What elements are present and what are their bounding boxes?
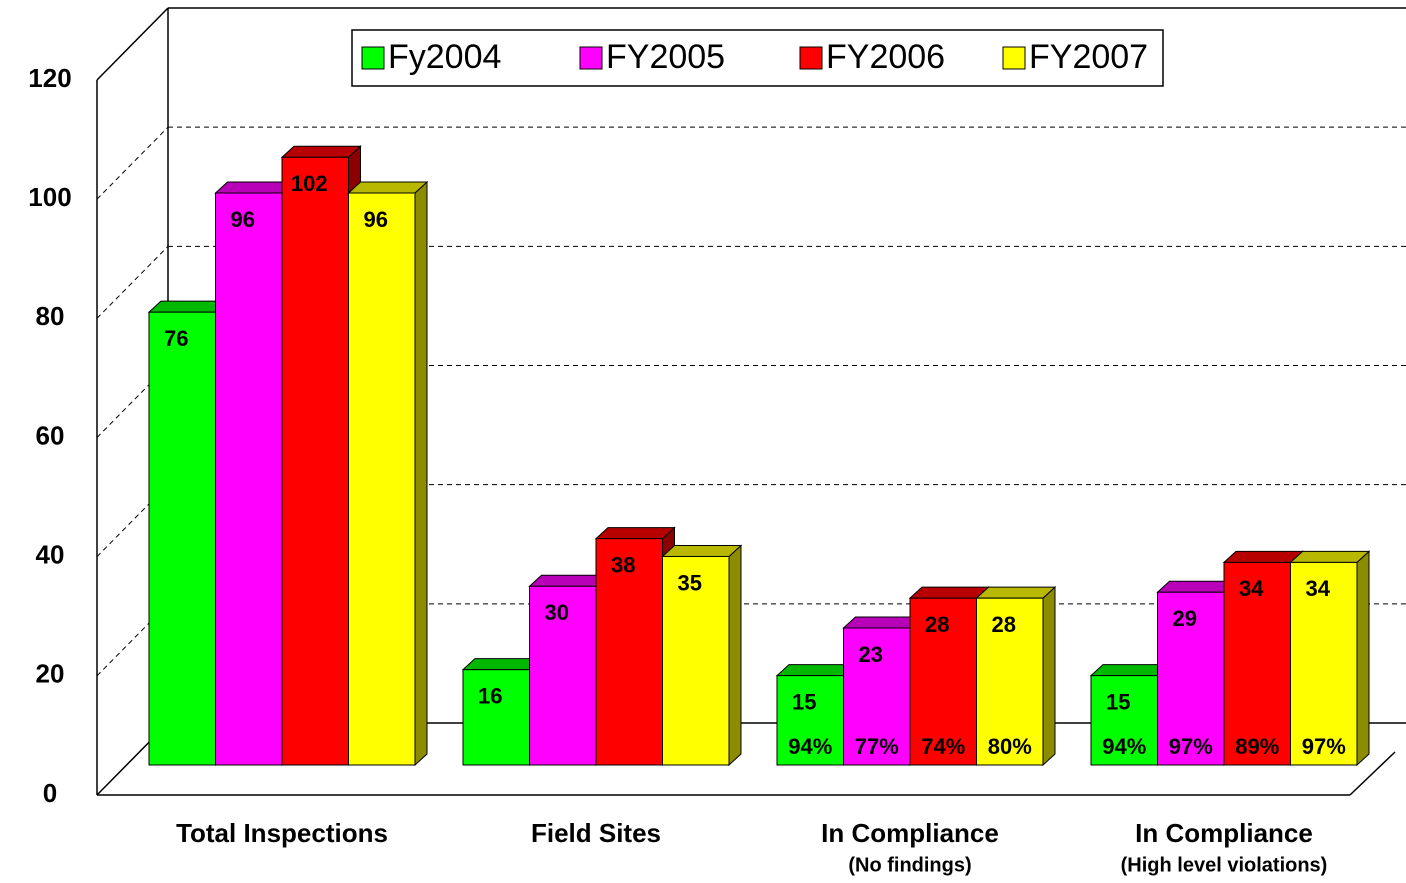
bar-top — [1289, 550, 1371, 563]
bar — [347, 180, 429, 767]
bar-front — [1090, 675, 1158, 766]
bar-side — [414, 180, 428, 767]
legend-swatch — [579, 46, 603, 70]
value-label: 15 — [792, 689, 816, 714]
value-label: 29 — [1173, 606, 1197, 631]
bar-front — [662, 555, 730, 766]
bar-side — [1356, 550, 1370, 767]
value-label: 34 — [1306, 576, 1331, 601]
bar — [661, 544, 743, 767]
bar-side — [728, 544, 742, 767]
bar-front — [595, 538, 663, 766]
legend-swatch — [1002, 46, 1026, 70]
legend-label: Fy2004 — [388, 38, 501, 76]
y-tick-label: 20 — [36, 659, 65, 689]
x-tick-sublabel: (High level violations) — [1121, 854, 1328, 876]
bar — [1222, 550, 1304, 767]
legend: Fy2004 FY2005 FY2006 FY2007 — [351, 29, 1164, 87]
bar — [1289, 550, 1371, 767]
bar-top — [975, 586, 1057, 599]
y-tick-label: 40 — [36, 540, 65, 570]
value-label: 28 — [992, 612, 1016, 637]
legend-label: FY2005 — [606, 38, 725, 76]
bar-top — [1222, 550, 1304, 563]
y-tick-label: 0 — [43, 778, 57, 808]
grid-line-side — [96, 126, 169, 200]
bar-front — [976, 597, 1044, 766]
bar — [975, 586, 1057, 767]
x-tick-label: In Compliance — [821, 818, 999, 848]
percent-label: 77% — [855, 734, 899, 759]
grid-line-side — [96, 245, 169, 319]
value-label: 34 — [1239, 576, 1264, 601]
bar-front — [843, 627, 911, 766]
legend-label: FY2006 — [826, 38, 945, 76]
bar-front — [1223, 561, 1291, 766]
value-label: 30 — [545, 600, 569, 625]
value-label: 38 — [611, 552, 635, 577]
legend-label: FY2007 — [1029, 38, 1148, 76]
bar-top — [661, 544, 743, 557]
value-label: 76 — [164, 326, 188, 351]
percent-label: 94% — [788, 734, 832, 759]
x-tick-label: Total Inspections — [176, 818, 388, 848]
bar-front — [215, 192, 283, 766]
y-tick-label: 120 — [28, 63, 71, 93]
value-label: 28 — [925, 612, 949, 637]
percent-label: 97% — [1302, 734, 1346, 759]
value-label: 96 — [364, 207, 388, 232]
percent-label: 89% — [1235, 734, 1279, 759]
bar-front — [776, 675, 844, 766]
bar-side — [1042, 586, 1056, 767]
x-tick-label: Field Sites — [531, 818, 661, 848]
bar-front — [348, 192, 416, 766]
value-label: 35 — [678, 570, 702, 595]
percent-label: 74% — [921, 734, 965, 759]
value-label: 96 — [231, 207, 255, 232]
legend-swatch — [361, 46, 385, 70]
x-tick-label: In Compliance — [1135, 818, 1313, 848]
percent-label: 80% — [988, 734, 1032, 759]
y-tick-label: 100 — [28, 182, 71, 212]
value-label: 23 — [859, 642, 883, 667]
y-tick-label: 60 — [36, 420, 65, 450]
value-label: 102 — [291, 171, 328, 196]
bar-front — [1290, 561, 1358, 766]
legend-swatch — [799, 46, 823, 70]
bar-front — [1157, 591, 1225, 766]
bar-top — [908, 586, 990, 599]
bar-front — [909, 597, 977, 766]
value-label: 16 — [478, 683, 502, 708]
bar-front — [529, 585, 597, 766]
percent-label: 94% — [1102, 734, 1146, 759]
bar-top — [347, 181, 429, 194]
x-tick-sublabel: (No findings) — [848, 854, 971, 876]
bar-front — [281, 156, 349, 766]
y-tick-label: 80 — [36, 301, 65, 331]
percent-label: 97% — [1169, 734, 1213, 759]
bar-front — [462, 669, 530, 766]
value-label: 15 — [1106, 689, 1130, 714]
bar-front — [148, 311, 216, 766]
bar-top — [280, 145, 362, 158]
bar-top — [594, 527, 676, 540]
legend-box — [351, 29, 1164, 87]
